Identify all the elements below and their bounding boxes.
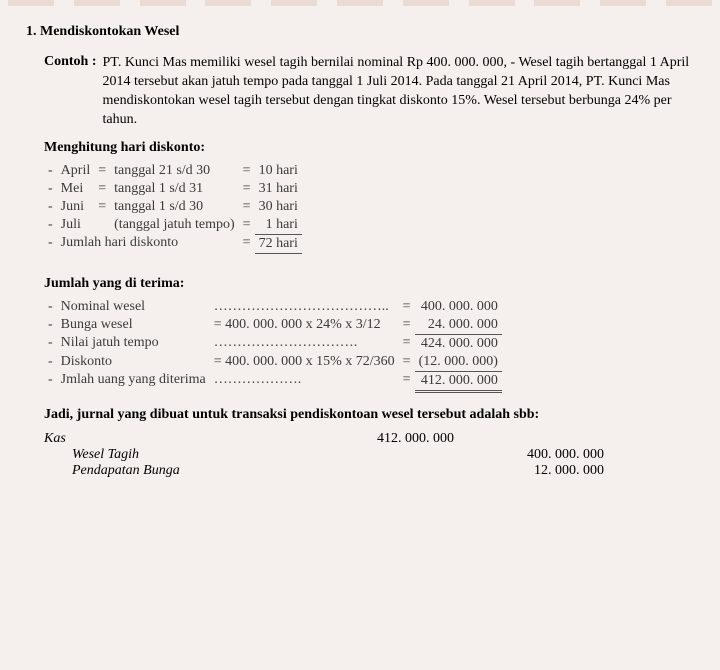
subheading-days: Menghitung hari diskonto:	[44, 140, 700, 156]
journal-entries: Kas 412. 000. 000 Wesel Tagih 400. 000. …	[44, 431, 700, 479]
journal-wesel: Wesel Tagih	[44, 447, 304, 463]
subheading-amounts: Jumlah yang di terima:	[44, 276, 700, 292]
journal-intro: Jadi, jurnal yang dibuat untuk transaksi…	[44, 407, 700, 423]
section-heading: 1. Mendiskontokan Wesel	[26, 24, 700, 40]
journal-bunga-credit: 12. 000. 000	[454, 463, 604, 479]
journal-wesel-credit: 400. 000. 000	[454, 447, 604, 463]
journal-kas: Kas	[44, 431, 304, 447]
journal-kas-debit: 412. 000. 000	[304, 431, 454, 447]
contoh-text: PT. Kunci Mas memiliki wesel tagih berni…	[103, 54, 700, 130]
contoh-label: Contoh :	[44, 54, 97, 130]
amounts-table: -Nominal wesel………………………………..=400. 000. 0…	[44, 298, 502, 393]
journal-bunga: Pendapatan Bunga	[44, 463, 304, 479]
days-table: -April=tanggal 21 s/d 30=10 hari -Mei=ta…	[44, 162, 302, 254]
